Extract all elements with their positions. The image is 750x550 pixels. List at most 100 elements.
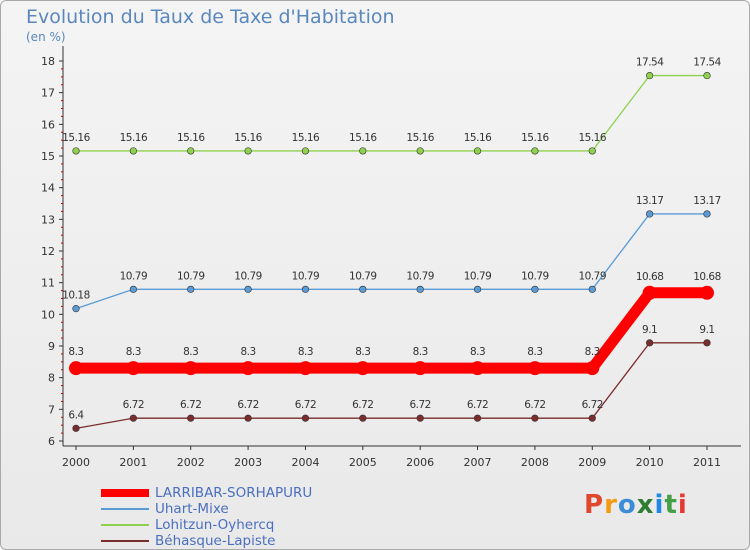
data-point [355, 361, 370, 376]
chart-title: Evolution du Taux de Taxe d'Habitation [26, 6, 395, 28]
logo-letter: r [604, 490, 618, 520]
data-point [473, 147, 482, 155]
legend-swatch [101, 524, 149, 526]
chart-legend: LARRIBAR-SORHAPURU Uhart-Mixe Lohitzun-Oyh… [101, 485, 312, 549]
data-point [187, 285, 195, 293]
data-label: 8.3 [470, 346, 485, 358]
x-tick-label: 2011 [693, 456, 721, 469]
series-line-1 [75, 213, 708, 310]
legend-item: Béhasque-Lapiste [101, 533, 312, 549]
data-label: 13.17 [636, 195, 664, 207]
data-point [416, 147, 424, 155]
data-point [72, 305, 80, 313]
series-line-0 [70, 287, 713, 374]
data-point [585, 361, 600, 376]
x-tick-label: 2005 [349, 456, 377, 469]
data-point [700, 285, 714, 300]
data-point [359, 147, 367, 155]
data-label: 8.3 [413, 346, 428, 358]
data-point [301, 147, 310, 155]
x-tick-label: 2007 [464, 456, 492, 469]
data-label: 6.72 [295, 399, 316, 411]
x-tick-label: 2008 [521, 456, 549, 469]
data-label: 6.72 [180, 399, 201, 411]
data-point [703, 210, 711, 218]
data-label: 10.79 [464, 270, 492, 282]
data-point [72, 147, 80, 155]
legend-label: Béhasque-Lapiste [155, 533, 276, 549]
data-point [531, 147, 539, 155]
x-tick-label: 2004 [291, 456, 319, 469]
legend-swatch [101, 508, 149, 510]
logo-letter: x [636, 490, 655, 520]
logo-letter: i [677, 490, 688, 520]
data-label: 10.79 [349, 270, 377, 282]
data-point [187, 414, 195, 422]
data-label: 8.3 [183, 346, 198, 358]
logo-letter: o [617, 490, 637, 520]
data-label: 8.3 [355, 346, 370, 358]
data-label: 6.4 [68, 409, 84, 421]
data-point [703, 71, 711, 80]
data-label: 17.54 [636, 57, 664, 69]
data-label: 10.79 [234, 270, 262, 282]
data-label: 6.72 [237, 399, 258, 411]
data-label: 9.1 [642, 324, 657, 336]
data-label: 6.72 [524, 399, 545, 411]
data-point [703, 339, 711, 347]
y-tick-label: 7 [48, 403, 55, 416]
data-point [413, 361, 428, 376]
data-point [642, 285, 657, 300]
data-point [241, 361, 256, 376]
data-point [416, 414, 424, 422]
data-point [183, 361, 198, 376]
data-label: 6.72 [467, 399, 488, 411]
y-tick-label: 12 [41, 245, 55, 258]
legend-label: LARRIBAR-SORHAPURU [155, 485, 313, 501]
data-point [301, 285, 310, 293]
legend-item: Uhart-Mixe [101, 501, 312, 517]
data-point [244, 414, 252, 422]
y-tick-label: 15 [41, 150, 55, 163]
x-tick-label: 2002 [177, 456, 205, 469]
data-label: 10.68 [636, 271, 664, 283]
data-label: 15.16 [62, 132, 90, 144]
data-label: 10.79 [120, 270, 148, 282]
data-point [588, 285, 596, 293]
y-tick-label: 16 [41, 118, 55, 131]
data-point [72, 424, 80, 432]
legend-label: Uhart-Mixe [155, 501, 229, 517]
data-label: 8.3 [68, 346, 83, 358]
data-label: 15.16 [234, 132, 262, 144]
data-label: 10.79 [292, 270, 320, 282]
y-tick-label: 8 [48, 372, 55, 385]
data-label: 15.16 [292, 132, 320, 144]
data-label: 8.3 [527, 346, 542, 358]
data-label: 15.16 [464, 132, 492, 144]
y-tick-label: 17 [41, 87, 55, 100]
data-label: 10.79 [578, 270, 606, 282]
x-tick-label: 2006 [406, 456, 434, 469]
data-point [129, 414, 137, 422]
data-point [473, 285, 482, 293]
y-tick-label: 9 [48, 340, 55, 353]
data-point [187, 147, 195, 155]
series-line-2 [75, 74, 708, 152]
data-label: 6.72 [409, 399, 430, 411]
x-tick-label: 2003 [234, 456, 262, 469]
data-label: 10.79 [406, 270, 434, 282]
data-point [588, 147, 596, 155]
data-point [473, 414, 482, 422]
data-label: 6.72 [582, 399, 603, 411]
data-label: 10.79 [177, 270, 205, 282]
data-point [646, 71, 654, 80]
data-label: 10.68 [693, 271, 721, 283]
data-label: 10.18 [62, 290, 90, 302]
data-point [359, 414, 367, 422]
data-label: 6.72 [123, 399, 144, 411]
data-point [588, 414, 596, 422]
y-tick-label: 13 [41, 213, 55, 226]
data-label: 15.16 [177, 132, 205, 144]
